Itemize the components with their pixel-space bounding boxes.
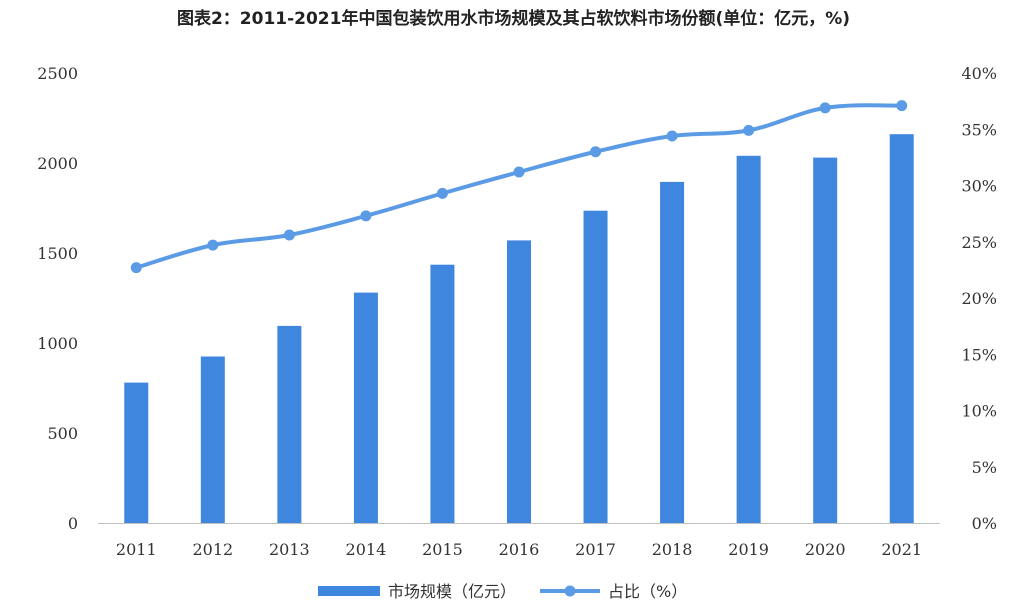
x-tick-label: 2016	[499, 540, 540, 559]
line-point	[896, 100, 908, 112]
chart-title: 图表2：2011-2021年中国包装饮用水市场规模及其占软饮料市场份额(单位：亿…	[176, 9, 851, 29]
x-tick-label: 2019	[728, 540, 769, 559]
x-tick-label: 2015	[422, 540, 463, 559]
line-point	[819, 102, 831, 114]
line-point	[743, 124, 755, 136]
bar	[583, 210, 608, 523]
bar	[124, 382, 149, 523]
left-tick-label: 2000	[37, 154, 78, 173]
line-point	[436, 187, 448, 199]
x-axis: 2011 2012 2013 2014 2015 2016 2017 2018 2019 2020…	[116, 540, 922, 559]
x-tick-label: 2014	[346, 540, 387, 559]
x-tick-label: 2018	[652, 540, 693, 559]
left-tick-label: 500	[47, 424, 78, 443]
line-point	[130, 262, 142, 274]
bar	[507, 240, 531, 523]
x-tick-label: 2020	[805, 540, 846, 559]
left-axis: 0 500 1000 1500 2000 2500	[37, 64, 78, 533]
bar	[736, 155, 761, 524]
right-tick-label: 35%	[961, 120, 997, 139]
left-tick-label: 1500	[37, 244, 78, 263]
right-tick-label: 20%	[961, 289, 997, 308]
right-axis: 0% 5% 10% 15% 20% 25% 30% 35% 40%	[961, 64, 997, 533]
left-tick-label: 1000	[37, 334, 78, 353]
right-tick-label: 5%	[972, 458, 997, 477]
right-tick-label: 25%	[961, 233, 997, 252]
line-point	[666, 130, 678, 142]
line-point	[513, 166, 525, 178]
line-point	[207, 239, 219, 251]
line-point	[283, 229, 295, 241]
x-tick-label: 2012	[192, 540, 233, 559]
bar	[430, 264, 455, 523]
x-tick-label: 2011	[116, 540, 157, 559]
bar	[660, 181, 685, 523]
bar	[277, 325, 302, 523]
bar	[200, 356, 225, 523]
right-tick-label: 0%	[972, 514, 997, 533]
x-tick-label: 2021	[881, 540, 922, 559]
right-tick-label: 10%	[961, 402, 997, 421]
legend-bar-swatch	[318, 586, 380, 596]
left-tick-label: 2500	[37, 64, 78, 83]
right-tick-label: 15%	[961, 345, 997, 364]
legend: 市场规模（亿元） 占比（%）	[318, 582, 687, 601]
legend-bar-label: 市场规模（亿元）	[388, 582, 516, 601]
bar	[813, 157, 838, 523]
bar-series	[124, 134, 914, 524]
bar	[353, 292, 378, 523]
line-point	[360, 210, 372, 222]
right-tick-label: 40%	[961, 64, 997, 83]
line-series	[130, 100, 908, 274]
right-tick-label: 30%	[961, 177, 997, 196]
line-point	[590, 146, 602, 158]
bar	[889, 134, 914, 523]
legend-line-marker	[564, 585, 576, 597]
legend-line-label: 占比（%）	[608, 582, 687, 601]
x-tick-label: 2013	[269, 540, 310, 559]
x-tick-label: 2017	[575, 540, 616, 559]
left-tick-label: 0	[68, 514, 78, 533]
